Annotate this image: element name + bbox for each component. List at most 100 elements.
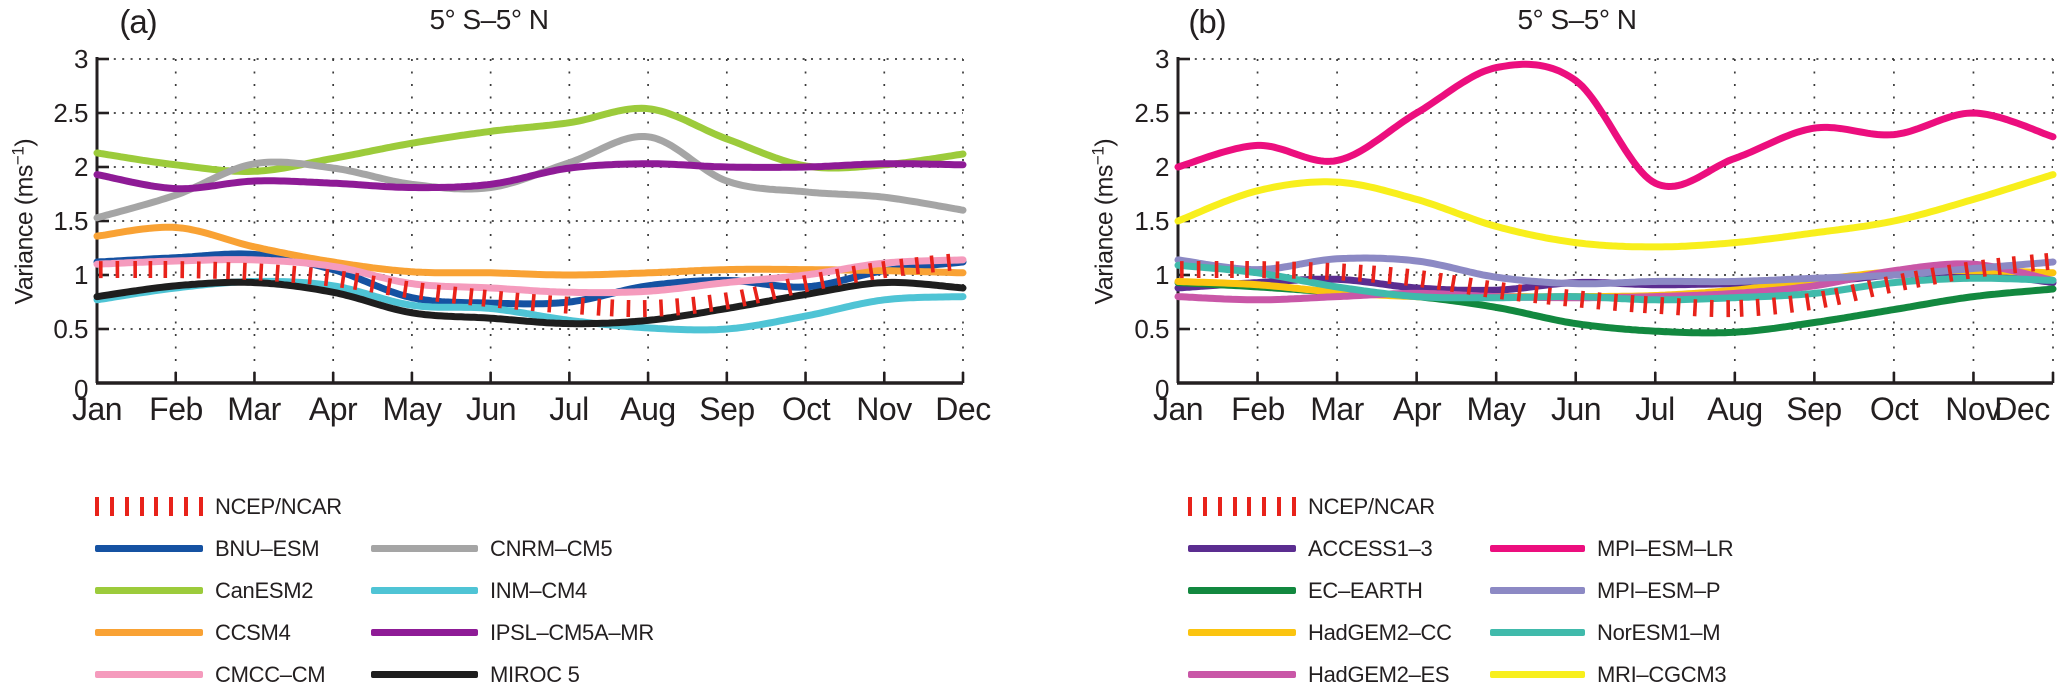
series-line-a-IPSL–CM5A–MR — [93, 160, 967, 193]
series-vtick-a-NCEP/NCAR — [835, 268, 842, 286]
legend-line-swatch — [1490, 545, 1585, 552]
series-vtick-b-NCEP/NCAR — [1357, 264, 1363, 282]
series-vtick-a-NCEP/NCAR — [353, 272, 360, 291]
legend-dash-swatch — [1233, 497, 1237, 516]
series-vtick-b-NCEP/NCAR — [2044, 252, 2050, 271]
x-tick-label-a-Oct: Oct — [781, 391, 831, 427]
series-vtick-a-NCEP/NCAR — [768, 282, 777, 300]
legend-line-swatch — [371, 671, 478, 678]
legend-label: CNRM–CM5 — [490, 536, 613, 561]
legend-dash-swatch — [1247, 497, 1251, 516]
y-tick-label-a-3: 3 — [74, 44, 88, 74]
series-vtick-a-NCEP/NCAR — [307, 267, 313, 285]
legend-label: HadGEM2–CC — [1308, 620, 1452, 645]
legend-dash-swatch — [154, 497, 158, 516]
series-vtick-a-NCEP/NCAR — [851, 265, 858, 284]
legend-item-b-HadGEM2–ES: HadGEM2–ES — [1188, 662, 1568, 688]
y-tick-label-a-0.5: 0.5 — [53, 314, 88, 344]
legend-line-swatch — [1188, 671, 1296, 678]
x-tick-label-a-Apr: Apr — [308, 391, 358, 427]
series-vtick-a-NCEP/NCAR — [418, 282, 425, 301]
y-tick-label-a-2.5: 2.5 — [53, 98, 88, 128]
series-line-a-MIROC 5 — [93, 278, 967, 328]
series-vtick-b-NCEP/NCAR — [1629, 295, 1635, 313]
legend-dash-swatch — [1218, 497, 1222, 516]
series-vtick-b-NCEP/NCAR — [1771, 297, 1778, 315]
series-vtick-b-NCEP/NCAR — [1883, 276, 1891, 294]
y-tick-label-a-1.5: 1.5 — [53, 206, 88, 236]
legend-label: NCEP/NCAR — [215, 494, 342, 519]
legend-dash-swatch — [169, 497, 173, 516]
legend-label: CCSM4 — [215, 620, 291, 645]
x-tick-label-a-Sep: Sep — [699, 391, 755, 427]
x-tick-label-a-Jul: Jul — [549, 391, 589, 427]
series-vtick-a-NCEP/NCAR — [369, 275, 376, 293]
series-vtick-b-NCEP/NCAR — [1516, 284, 1523, 302]
y-tick-label-b-3: 3 — [1155, 44, 1169, 74]
legend-line-swatch — [95, 587, 203, 594]
legend-item-b-HadGEM2–CC: HadGEM2–CC — [1188, 620, 1568, 646]
series-vtick-b-NCEP/NCAR — [1436, 272, 1443, 291]
series-vtick-a-NCEP/NCAR — [258, 263, 264, 281]
x-tick-label-b-Aug: Aug — [1707, 391, 1763, 427]
series-vtick-b-NCEP/NCAR — [1867, 280, 1875, 298]
legend-dash-swatch — [125, 497, 129, 516]
legend-item-b-EC–EARTH: EC–EARTH — [1188, 578, 1568, 604]
series-vtick-a-NCEP/NCAR — [547, 295, 553, 313]
legend-item-a-INM–CM4: INM–CM4 — [371, 578, 750, 604]
legend-dash-swatch — [140, 497, 144, 516]
x-tick-label-a-Jun: Jun — [465, 391, 517, 427]
legend-item-b-ACCESS1–3: ACCESS1–3 — [1188, 536, 1568, 562]
legend-line-swatch — [1188, 545, 1296, 552]
y-tick-label-b-2: 2 — [1155, 152, 1169, 182]
series-vtick-b-NCEP/NCAR — [1499, 282, 1506, 300]
legend-item-a-IPSL–CM5A–MR: IPSL–CM5A–MR — [371, 620, 750, 646]
legend-label: HadGEM2–ES — [1308, 662, 1450, 687]
series-vtick-a-NCEP/NCAR — [340, 270, 346, 289]
legend-label: BNU–ESM — [215, 536, 320, 561]
legend-item-b-MRI–CGCM3: MRI–CGCM3 — [1490, 662, 1857, 688]
legend-line-swatch — [95, 545, 203, 552]
legend-label: MRI–CGCM3 — [1597, 662, 1727, 687]
series-vtick-a-NCEP/NCAR — [739, 289, 747, 307]
legend-line-swatch — [95, 671, 203, 678]
series-vtick-a-NCEP/NCAR — [752, 286, 761, 304]
legend-line-swatch — [1490, 671, 1585, 678]
y-axis-label-suffix: ) — [10, 138, 39, 147]
legend-dash-swatch — [199, 497, 203, 516]
x-tick-label-a-Nov: Nov — [856, 391, 912, 427]
x-tick-label-b-Apr: Apr — [1392, 391, 1442, 427]
series-vtick-b-NCEP/NCAR — [1788, 295, 1794, 313]
series-vtick-b-NCEP/NCAR — [1612, 293, 1619, 311]
series-vtick-b-NCEP/NCAR — [1900, 273, 1908, 291]
x-tick-label-a-Jan: Jan — [71, 391, 123, 427]
series-vtick-a-NCEP/NCAR — [580, 297, 585, 315]
series-vtick-a-NCEP/NCAR — [785, 278, 793, 296]
series-vtick-b-NCEP/NCAR — [1466, 277, 1473, 295]
series-vtick-b-NCEP/NCAR — [1850, 283, 1858, 302]
series-vtick-a-NCEP/NCAR — [530, 293, 536, 312]
series-vtick-a-NCEP/NCAR — [675, 298, 681, 316]
legend-label: MIROC 5 — [490, 662, 580, 687]
legend-item-a-CMCC–CM: CMCC–CM — [95, 662, 475, 688]
series-vtick-a-NCEP/NCAR — [385, 278, 393, 296]
legend-dash-swatch — [110, 497, 114, 516]
series-vtick-a-NCEP/NCAR — [818, 271, 826, 290]
series-vtick-b-NCEP/NCAR — [1963, 261, 1970, 280]
legend-dash-swatch — [1188, 497, 1192, 516]
series-vtick-a-NCEP/NCAR — [723, 292, 730, 310]
series-vtick-b-NCEP/NCAR — [1947, 264, 1954, 282]
series-vtick-a-NCEP/NCAR — [899, 258, 905, 276]
legend-line-swatch — [1188, 629, 1296, 636]
series-vtick-b-NCEP/NCAR — [1739, 299, 1744, 317]
series-vtick-a-NCEP/NCAR — [914, 256, 920, 275]
legend-item-a-BNU–ESM: BNU–ESM — [95, 536, 475, 562]
series-vtick-a-NCEP/NCAR — [514, 292, 520, 310]
legend-label: NorESM1–M — [1597, 620, 1721, 645]
y-tick-label-b-0.5: 0.5 — [1134, 314, 1169, 344]
series-vtick-b-NCEP/NCAR — [1371, 265, 1376, 283]
series-vtick-b-NCEP/NCAR — [1755, 298, 1761, 316]
legend-item-a-CanESM2: CanESM2 — [95, 578, 475, 604]
